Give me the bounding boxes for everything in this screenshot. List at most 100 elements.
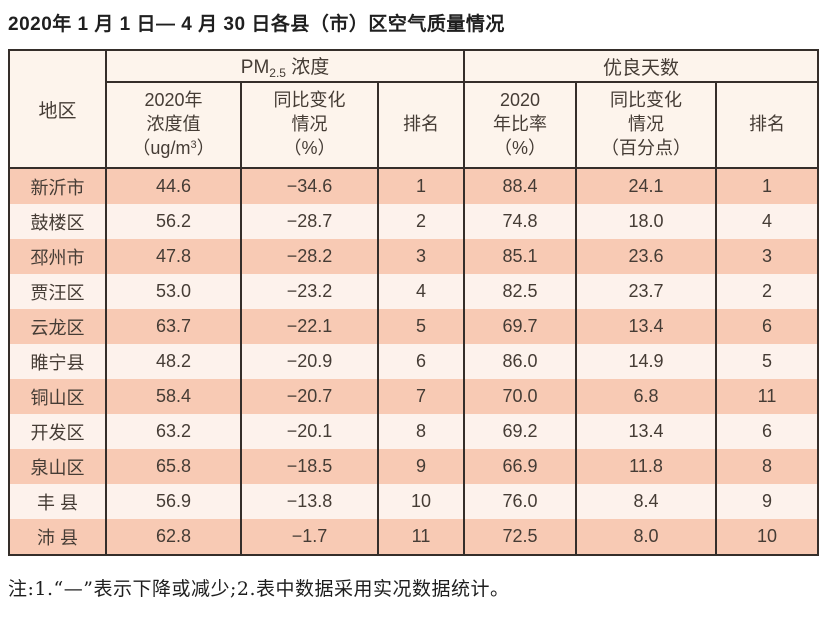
cell-conc-change: −13.8 [240,484,379,519]
table-row: 鼓楼区 56.2 −28.7 2 74.8 18.0 4 [8,204,820,239]
table-row: 铜山区 58.4 −20.7 7 70.0 6.8 11 [8,379,820,414]
ratio-change-line1: 同比变化 [610,90,682,111]
cell-ratio: 72.5 [463,519,577,555]
pm25-label-suffix: 浓度 [285,57,330,78]
pm25-label-prefix: PM [240,57,270,78]
cell-conc-change: −34.6 [240,168,379,204]
ratio-change-unit: （百分点） [601,137,691,158]
cell-rank-pm: 1 [377,168,465,204]
cell-conc-change: −28.2 [240,239,379,274]
cell-region: 泉山区 [8,449,107,484]
column-header-concentration: 2020年 浓度值 （ug/m3） [105,82,242,169]
table-row: 沛 县 62.8 −1.7 11 72.5 8.0 10 [8,519,820,555]
cell-concentration: 53.0 [105,274,242,309]
cell-rank-pm: 3 [377,239,465,274]
footnote: 注:1.“—”表示下降或减少;2.表中数据采用实况数据统计。 [8,578,510,600]
cell-ratio-change: 8.0 [575,519,717,555]
cell-ratio: 70.0 [463,379,577,414]
cell-conc-change: −20.1 [240,414,379,449]
cell-region: 丰 县 [8,484,107,519]
cell-ratio-change: 8.4 [575,484,717,519]
cell-concentration: 47.8 [105,239,242,274]
cell-rank-days: 6 [714,309,820,344]
cell-rank-pm: 5 [377,309,465,344]
cell-ratio: 88.4 [463,168,577,204]
cell-region: 贾汪区 [8,274,107,309]
cell-rank-pm: 2 [377,204,465,239]
cell-ratio: 76.0 [463,484,577,519]
cell-rank-pm: 11 [377,519,465,555]
cell-rank-pm: 9 [377,449,465,484]
cell-rank-days: 9 [714,484,820,519]
concentration-line2: 浓度值 [146,114,201,135]
ratio-unit: （%） [493,137,546,158]
cell-concentration: 65.8 [105,449,242,484]
column-header-conc-change: 同比变化 情况 （%） [240,82,379,169]
ratio-change-line2: 情况 [628,114,664,135]
cell-rank-days: 2 [714,274,820,309]
cell-ratio-change: 24.1 [575,168,717,204]
unit-suffix: ） [196,137,215,158]
page-title: 2020年 1 月 1 日— 4 月 30 日各县（市）区空气质量情况 [8,14,505,35]
cell-ratio-change: 14.9 [575,344,717,379]
cell-region: 睢宁县 [8,344,107,379]
cell-ratio-change: 6.8 [575,379,717,414]
cell-ratio: 66.9 [463,449,577,484]
cell-rank-pm: 8 [377,414,465,449]
air-quality-table: 地区 PM2.5 浓度 优良天数 2020年 浓度值 （ug/m3） 同比变化 … [8,49,820,556]
cell-conc-change: −23.2 [240,274,379,309]
cell-rank-days: 1 [714,168,820,204]
cell-region: 新沂市 [8,168,107,204]
cell-region: 开发区 [8,414,107,449]
cell-conc-change: −1.7 [240,519,379,555]
cell-rank-pm: 10 [377,484,465,519]
cell-concentration: 62.8 [105,519,242,555]
cell-rank-days: 6 [714,414,820,449]
unit-superscript: 3 [190,138,197,151]
cell-concentration: 63.2 [105,414,242,449]
column-header-ratio: 2020 年比率 （%） [463,82,577,169]
cell-ratio: 85.1 [463,239,577,274]
table-header: 地区 PM2.5 浓度 优良天数 2020年 浓度值 （ug/m3） 同比变化 … [8,50,820,169]
concentration-line1: 2020年 [144,90,203,111]
cell-concentration: 63.7 [105,309,242,344]
table-row: 云龙区 63.7 −22.1 5 69.7 13.4 6 [8,309,820,344]
cell-rank-days: 5 [714,344,820,379]
cell-conc-change: −20.7 [240,379,379,414]
cell-rank-pm: 4 [377,274,465,309]
cell-ratio-change: 13.4 [575,414,717,449]
column-header-ratio-change: 同比变化 情况 （百分点） [575,82,717,169]
cell-concentration: 48.2 [105,344,242,379]
table-row: 贾汪区 53.0 −23.2 4 82.5 23.7 2 [8,274,820,309]
conc-change-unit: （%） [283,137,336,158]
table-row: 邳州市 47.8 −28.2 3 85.1 23.6 3 [8,239,820,274]
table-row: 开发区 63.2 −20.1 8 69.2 13.4 6 [8,414,820,449]
cell-rank-days: 3 [714,239,820,274]
conc-change-line1: 同比变化 [273,90,346,111]
header-sub-row: 2020年 浓度值 （ug/m3） 同比变化 情况 （%） 排名 2020 年比… [9,82,820,169]
header-group-row: 地区 PM2.5 浓度 优良天数 [8,50,820,169]
table-row: 丰 县 56.9 −13.8 10 76.0 8.4 9 [8,484,820,519]
cell-concentration: 56.9 [105,484,242,519]
cell-conc-change: −28.7 [240,204,379,239]
table-row: 泉山区 65.8 −18.5 9 66.9 11.8 8 [8,449,820,484]
cell-rank-days: 10 [714,519,820,555]
cell-ratio-change: 11.8 [575,449,717,484]
cell-ratio-change: 13.4 [575,309,717,344]
cell-concentration: 56.2 [105,204,242,239]
cell-region: 邳州市 [8,239,107,274]
column-header-region: 地区 [8,50,107,169]
cell-conc-change: −18.5 [240,449,379,484]
cell-rank-days: 4 [714,204,820,239]
column-group-good-days: 优良天数 [462,50,820,83]
column-group-pm25: PM2.5 浓度 [105,50,465,83]
cell-ratio-change: 18.0 [575,204,717,239]
cell-region: 沛 县 [8,519,107,555]
cell-rank-days: 8 [714,449,820,484]
cell-ratio: 86.0 [463,344,577,379]
column-header-rank-days: 排名 [714,82,820,169]
cell-ratio: 82.5 [463,274,577,309]
ratio-line1: 2020 [499,90,541,111]
table-row: 睢宁县 48.2 −20.9 6 86.0 14.9 5 [8,344,820,379]
column-header-rank-pm: 排名 [377,82,465,169]
